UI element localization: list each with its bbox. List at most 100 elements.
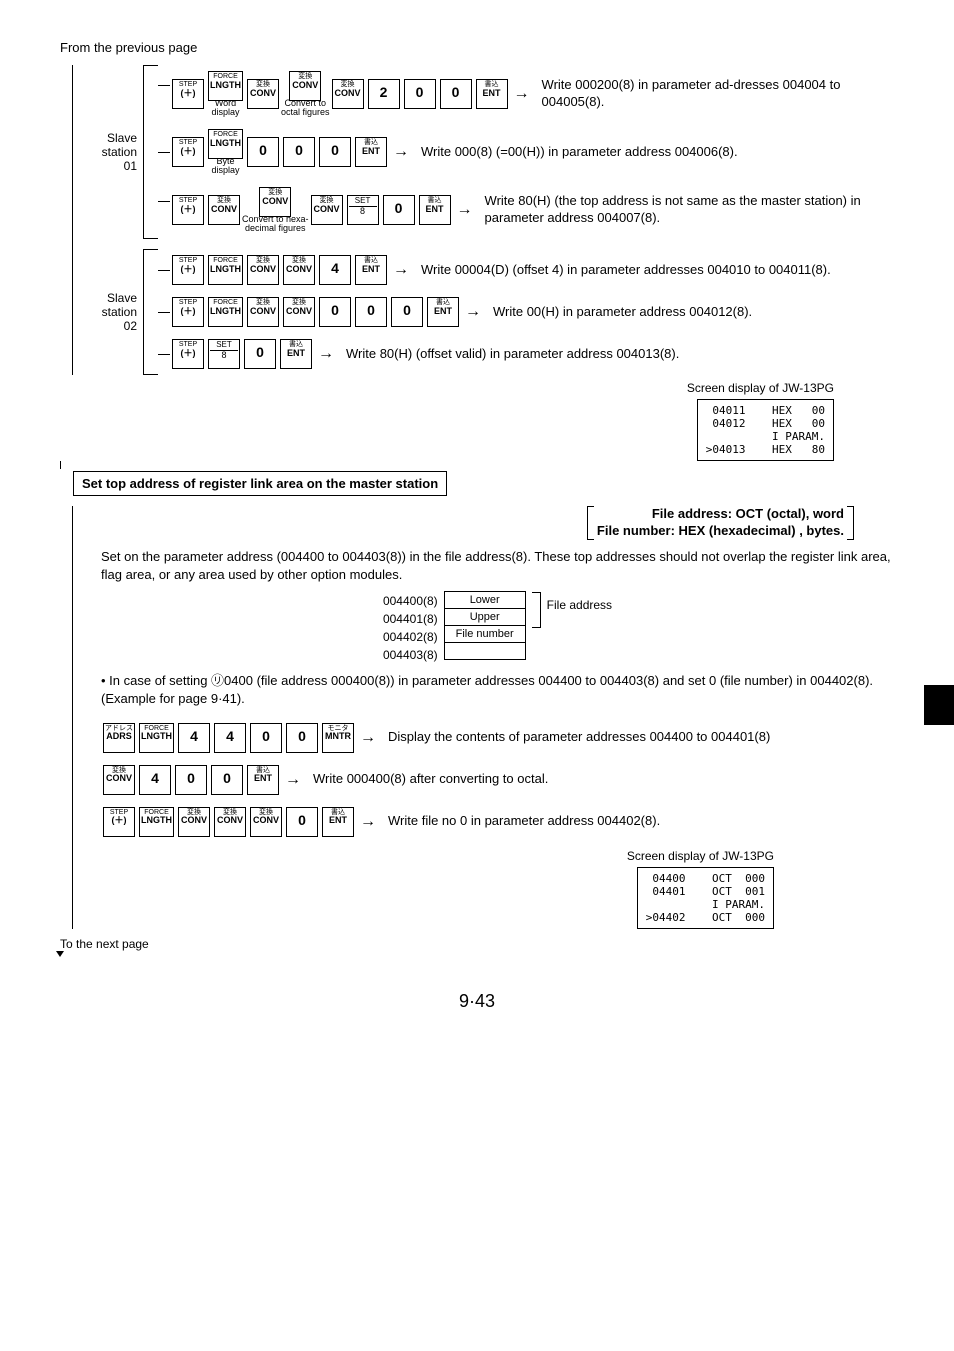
- desc-2: Write 000(8) (=00(H)) in parameter addre…: [421, 144, 894, 161]
- digit-4-key[interactable]: 4: [178, 723, 210, 753]
- lngth-key[interactable]: FORCELNGTH: [139, 807, 174, 837]
- conv-key[interactable]: 変換CONV: [178, 807, 210, 837]
- step-key[interactable]: STEP(＋): [172, 79, 204, 109]
- digit-4-key[interactable]: 4: [139, 765, 171, 795]
- digit-0-key[interactable]: 0: [319, 297, 351, 327]
- adrs-key[interactable]: アドレスADRS: [103, 723, 135, 753]
- digit-0-key[interactable]: 0: [286, 723, 318, 753]
- screen-2-label: Screen display of JW-13PG: [627, 849, 774, 863]
- desc-3: Write 80(H) (the top address is not same…: [485, 193, 894, 227]
- conv-key[interactable]: 変換CONV: [332, 79, 364, 109]
- digit-0-key[interactable]: 0: [404, 79, 436, 109]
- conv-key[interactable]: 変換CONV: [259, 187, 291, 217]
- arrow-icon: →: [285, 771, 301, 789]
- page-side-tab: [924, 685, 954, 725]
- desc-1: Write 000200(8) in parameter ad-dresses …: [542, 77, 894, 111]
- set-8-key[interactable]: SET8: [208, 339, 240, 369]
- ent-key[interactable]: 書込ENT: [247, 765, 279, 795]
- screen-1-label: Screen display of JW-13PG: [687, 381, 834, 395]
- lngth-key[interactable]: FORCELNGTH: [208, 71, 243, 101]
- slave-1-label: Slave station 01: [89, 131, 143, 173]
- conv-key[interactable]: 変換CONV: [250, 807, 282, 837]
- file-info-box: File address: OCT (octal), word File num…: [587, 506, 854, 540]
- slave-2-label: Slave station 02: [89, 291, 143, 333]
- step-key[interactable]: STEP(＋): [172, 255, 204, 285]
- lngth-key[interactable]: FORCELNGTH: [208, 129, 243, 159]
- conv-key[interactable]: 変換CONV: [247, 297, 279, 327]
- step-key[interactable]: STEP(＋): [103, 807, 135, 837]
- conv-key[interactable]: 変換CONV: [283, 297, 315, 327]
- digit-0-key[interactable]: 0: [383, 195, 415, 225]
- setting-text: • In case of setting ㋷0400 (file address…: [101, 672, 894, 708]
- lngth-key[interactable]: FORCELNGTH: [208, 255, 243, 285]
- step-key[interactable]: STEP(＋): [172, 137, 204, 167]
- paragraph-1: Set on the parameter address (004400 to …: [101, 548, 894, 584]
- step-row-6: STEP(＋) SET8 0 書込ENT → Write 80(H) (offs…: [158, 333, 894, 375]
- digit-0-key[interactable]: 0: [211, 765, 243, 795]
- desc-7: Display the contents of parameter addres…: [388, 729, 894, 746]
- digit-0-key[interactable]: 0: [244, 339, 276, 369]
- lngth-key[interactable]: FORCELNGTH: [139, 723, 174, 753]
- ent-key[interactable]: 書込ENT: [280, 339, 312, 369]
- digit-0-key[interactable]: 0: [355, 297, 387, 327]
- step-row-4: STEP(＋) FORCELNGTH 変換CONV 変換CONV 4 書込ENT…: [158, 249, 894, 291]
- step-key[interactable]: STEP(＋): [172, 297, 204, 327]
- arrow-icon: →: [514, 85, 530, 103]
- arrow-icon: →: [465, 303, 481, 321]
- conv-key[interactable]: 変換CONV: [283, 255, 315, 285]
- ent-key[interactable]: 書込ENT: [427, 297, 459, 327]
- mntr-key[interactable]: モニタMNTR: [322, 723, 354, 753]
- digit-0-key[interactable]: 0: [391, 297, 423, 327]
- conv-key[interactable]: 変換CONV: [214, 807, 246, 837]
- lngth-key[interactable]: FORCELNGTH: [208, 297, 243, 327]
- ent-key[interactable]: 書込ENT: [355, 137, 387, 167]
- arrow-icon: →: [393, 261, 409, 279]
- screen-2-box: 04400 OCT 000 04401 OCT 001 I PARAM. >04…: [637, 867, 774, 929]
- digit-0-key[interactable]: 0: [440, 79, 472, 109]
- digit-0-key[interactable]: 0: [283, 137, 315, 167]
- conv-key[interactable]: 変換CONV: [289, 71, 321, 101]
- bracket-1: [143, 65, 158, 239]
- desc-4: Write 00004(D) (offset 4) in parameter a…: [421, 262, 894, 279]
- address-table: 004400(8) 004401(8) 004402(8) 004403(8) …: [101, 592, 894, 664]
- desc-8: Write 000400(8) after converting to octa…: [313, 771, 894, 788]
- step-row-1: STEP(＋) FORCELNGTHWord display 変換CONV 変換…: [158, 65, 894, 123]
- arrow-icon: →: [318, 345, 334, 363]
- ent-key[interactable]: 書込ENT: [476, 79, 508, 109]
- conv-key[interactable]: 変換CONV: [247, 255, 279, 285]
- set-8-key[interactable]: SET8: [347, 195, 379, 225]
- digit-0-key[interactable]: 0: [319, 137, 351, 167]
- step-row-9: STEP(＋) FORCELNGTH 変換CONV 変換CONV 変換CONV …: [101, 801, 894, 843]
- ent-key[interactable]: 書込ENT: [355, 255, 387, 285]
- step-row-2: STEP(＋) FORCELNGTHByte display 0 0 0 書込E…: [158, 123, 894, 181]
- digit-4-key[interactable]: 4: [319, 255, 351, 285]
- desc-6: Write 80(H) (offset valid) in parameter …: [346, 346, 894, 363]
- conv-key[interactable]: 変換CONV: [208, 195, 240, 225]
- arrow-icon: →: [360, 813, 376, 831]
- page-number: 9·43: [60, 991, 894, 1012]
- step-row-5: STEP(＋) FORCELNGTH 変換CONV 変換CONV 0 0 0 書…: [158, 291, 894, 333]
- desc-9: Write file no 0 in parameter address 004…: [388, 813, 894, 830]
- step-key[interactable]: STEP(＋): [172, 195, 204, 225]
- ent-key[interactable]: 書込ENT: [322, 807, 354, 837]
- digit-0-key[interactable]: 0: [247, 137, 279, 167]
- conv-key[interactable]: 変換CONV: [247, 79, 279, 109]
- section-title: Set top address of register link area on…: [73, 471, 447, 496]
- digit-0-key[interactable]: 0: [250, 723, 282, 753]
- digit-0-key[interactable]: 0: [286, 807, 318, 837]
- step-key[interactable]: STEP(＋): [172, 339, 204, 369]
- digit-2-key[interactable]: 2: [368, 79, 400, 109]
- digit-4-key[interactable]: 4: [214, 723, 246, 753]
- step-row-7: アドレスADRS FORCELNGTH 4 4 0 0 モニタMNTR → Di…: [101, 717, 894, 759]
- conv-key[interactable]: 変換CONV: [311, 195, 343, 225]
- screen-1-box: 04011 HEX 00 04012 HEX 00 I PARAM. >0401…: [697, 399, 834, 461]
- bracket-2: [143, 249, 158, 375]
- conv-key[interactable]: 変換CONV: [103, 765, 135, 795]
- from-previous-label: From the previous page: [60, 40, 894, 55]
- to-next-label: To the next page: [60, 937, 894, 951]
- step-row-8: 変換CONV 4 0 0 書込ENT → Write 000400(8) aft…: [101, 759, 894, 801]
- ent-key[interactable]: 書込ENT: [419, 195, 451, 225]
- digit-0-key[interactable]: 0: [175, 765, 207, 795]
- step-row-3: STEP(＋) 変換CONV 変換CONVConvert to hexa- de…: [158, 181, 894, 239]
- arrow-icon: →: [393, 143, 409, 161]
